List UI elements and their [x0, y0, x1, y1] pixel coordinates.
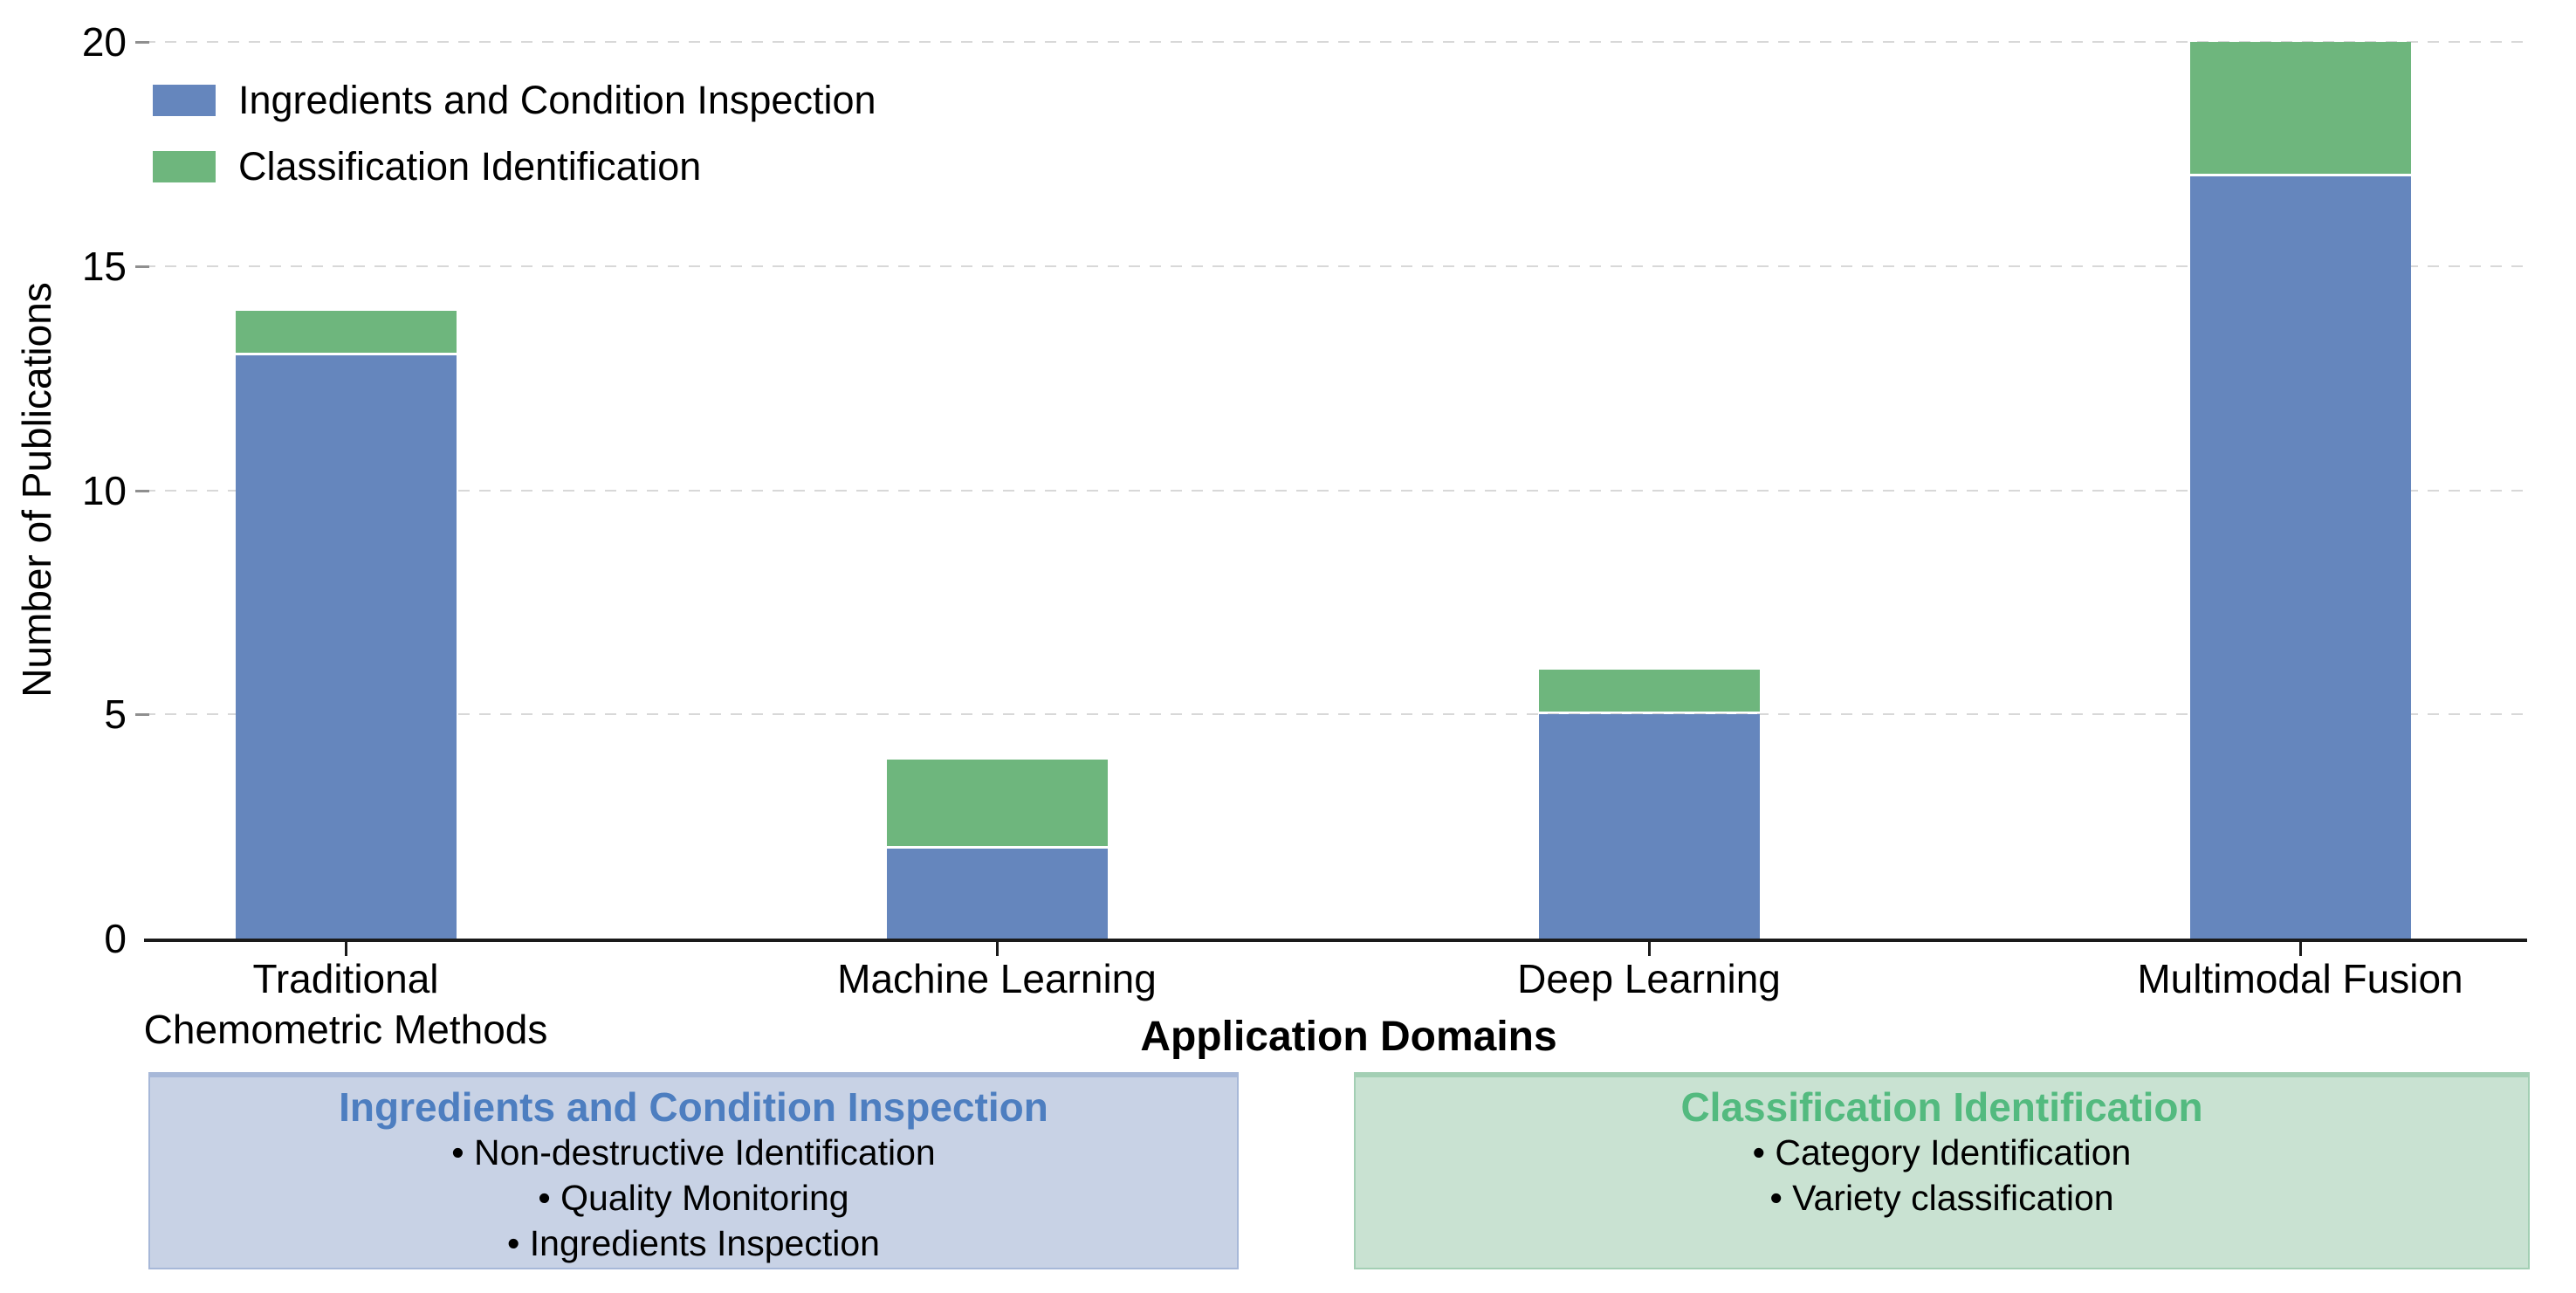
x-category-label-2: Deep Learning: [1517, 956, 1781, 1001]
y-tick-mark-5: [135, 713, 149, 717]
x-tick-mark-3: [2299, 942, 2302, 956]
y-tick-label-20: 20: [81, 19, 127, 65]
legend-label-0: Ingredients and Condition Inspection: [238, 78, 876, 122]
annotation-box-0-item-2: • Ingredients Inspection: [507, 1223, 880, 1263]
annotation-box-0-title: Ingredients and Condition Inspection: [339, 1084, 1048, 1130]
gridline-y-20: [144, 41, 2527, 43]
y-tick-mark-10: [135, 489, 149, 492]
x-tick-mark-1: [996, 942, 999, 956]
legend-swatch-0: [153, 85, 216, 116]
legend-label-1: Classification Identification: [238, 144, 702, 189]
y-tick-mark-15: [135, 265, 149, 268]
x-tick-mark-0: [345, 942, 347, 956]
x-axis-spine: [144, 939, 2527, 942]
x-tick-mark-2: [1648, 942, 1651, 956]
bar-2-segment-blue: [1538, 714, 1760, 939]
annotation-box-0-item-1: • Quality Monitoring: [538, 1178, 849, 1218]
y-tick-label-0: 0: [104, 916, 127, 961]
gridline-y-5: [144, 713, 2527, 716]
y-tick-label-10: 10: [81, 467, 127, 513]
annotation-box-0: Ingredients and Condition Inspection • No…: [148, 1072, 1239, 1269]
bar-3-segment-blue: [2189, 176, 2411, 939]
x-category-label-0: Traditional Chemometric Methods: [143, 956, 548, 1052]
x-axis-title: Application Domains: [1140, 1014, 1557, 1060]
bar-3-segment-green: [2189, 42, 2411, 175]
y-tick-label-5: 5: [104, 691, 127, 738]
annotation-box-1-item-1: • Variety classification: [1769, 1178, 2114, 1218]
legend-swatch-1: [153, 151, 216, 182]
gridline-y-15: [144, 265, 2527, 267]
bar-1-segment-green: [886, 759, 1108, 847]
x-category-label-3: Multimodal Fusion: [2137, 956, 2463, 1001]
gridline-y-10: [144, 489, 2527, 492]
annotation-box-1-item-0: • Category Identification: [1752, 1132, 2132, 1173]
bar-0-segment-green: [235, 311, 457, 354]
annotation-box-1-title: Classification Identification: [1680, 1084, 2203, 1130]
x-category-label-1: Machine Learning: [837, 956, 1157, 1001]
bar-1-segment-blue: [886, 849, 1108, 939]
y-tick-label-15: 15: [81, 243, 127, 289]
annotation-box-0-item-0: • Non-destructive Identification: [451, 1132, 936, 1173]
bar-0-segment-blue: [235, 355, 457, 939]
annotation-box-1: Classification Identification • Category …: [1354, 1072, 2530, 1269]
y-tick-mark-20: [135, 41, 149, 44]
bar-2-segment-green: [1538, 669, 1760, 712]
